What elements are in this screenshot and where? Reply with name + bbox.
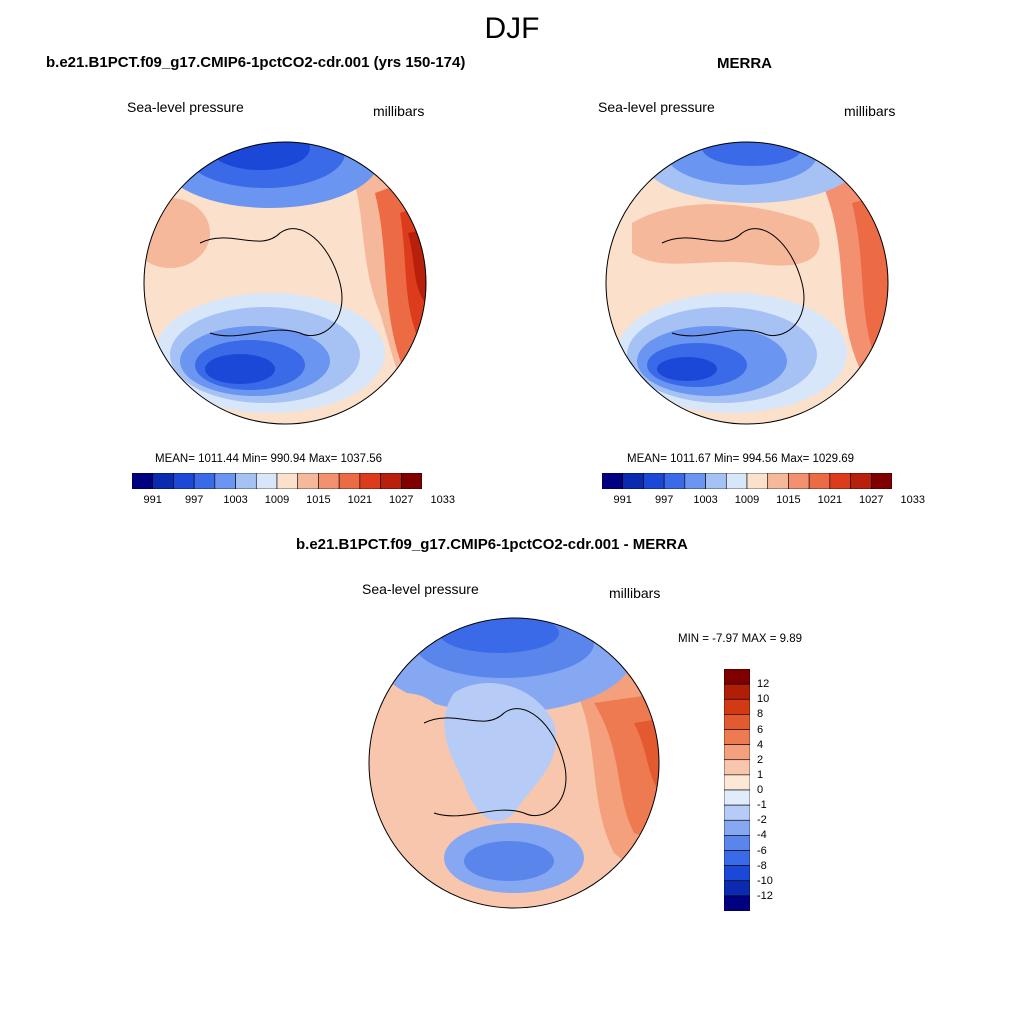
panel-2-stats: MEAN= 1011.67 Min= 994.56 Max= 1029.69 [627, 453, 855, 465]
colorbar-swatch [724, 895, 750, 911]
colorbar-swatch [276, 473, 299, 489]
colorbar-swatch [705, 473, 727, 489]
colorbar-tick-label: 1033 [430, 494, 455, 506]
panel-2-colorbar-ticks: 991 997 1003 1009 1015 1021 1027 1033 [602, 494, 925, 508]
panel-3-units: millibars [609, 585, 661, 601]
colorbar-swatch [724, 850, 750, 866]
colorbar-tick-label: 4 [757, 738, 764, 751]
colorbar-tick-label: 1015 [776, 494, 801, 506]
colorbar-swatch [643, 473, 665, 489]
colorbar-tick-label: 1021 [817, 494, 843, 506]
colorbar-swatch [724, 669, 750, 685]
colorbar-tick-label: 991 [143, 494, 162, 506]
colorbar-swatch [788, 473, 810, 489]
colorbar-swatch [663, 473, 686, 489]
colorbar-swatch [724, 804, 750, 821]
panel-2-title: MERRA [717, 55, 772, 72]
panel-1-units: millibars [373, 103, 425, 119]
colorbar-tick-label: 997 [184, 494, 204, 506]
colorbar-swatch [724, 698, 750, 715]
panel-2-units: millibars [844, 103, 896, 119]
colorbar-swatch [193, 473, 216, 489]
colorbar-swatch [297, 473, 319, 489]
panel-3-variable: Sea-level pressure [362, 581, 479, 597]
panel-1-polar-map [143, 141, 427, 425]
colorbar-swatch [724, 744, 750, 761]
colorbar-swatch [255, 473, 278, 489]
panel-1-title: b.e21.B1PCT.f09_g17.CMIP6-1pctCO2-cdr.00… [46, 54, 466, 71]
colorbar-tick-label: -4 [757, 829, 767, 842]
colorbar-swatch [359, 473, 381, 489]
colorbar-swatch [724, 759, 750, 776]
panel-1-colorbar-ticks: 991 997 1003 1009 1015 1021 1027 1033 [132, 494, 455, 508]
colorbar-tick-label: 12 [757, 678, 770, 691]
colorbar-swatch [400, 473, 422, 489]
colorbar-swatch [235, 473, 257, 489]
colorbar-tick-label: 997 [654, 494, 674, 506]
colorbar-swatch [746, 473, 769, 489]
colorbar-tick-label: 1033 [900, 494, 925, 506]
colorbar-tick-label: 6 [757, 723, 764, 736]
panel-1-colorbar [132, 473, 422, 489]
colorbar-swatch [725, 473, 748, 489]
colorbar-swatch [724, 865, 750, 882]
colorbar-swatch [724, 789, 750, 806]
colorbar-swatch [132, 473, 154, 489]
colorbar-swatch [318, 473, 340, 489]
colorbar-swatch [338, 473, 361, 489]
panel-3-stats: MIN = -7.97 MAX = 9.89 [678, 633, 803, 645]
panel-2-variable: Sea-level pressure [598, 99, 715, 115]
colorbar-tick-label: -8 [757, 859, 767, 872]
colorbar-tick-label: 0 [757, 784, 764, 796]
panel-1-stats: MEAN= 1011.44 Min= 990.94 Max= 1037.56 [155, 453, 383, 465]
panel-1-variable: Sea-level pressure [127, 99, 244, 115]
colorbar-tick-label: -12 [757, 889, 773, 902]
colorbar-tick-label: 1009 [734, 494, 760, 506]
colorbar-tick-label: 10 [757, 693, 770, 706]
colorbar-tick-label: 1027 [389, 494, 414, 506]
panel-3-polar-map [368, 617, 660, 909]
panel-2-colorbar [602, 473, 892, 489]
colorbar-swatch [850, 473, 872, 489]
colorbar-tick-label: 1003 [693, 494, 718, 506]
colorbar-tick-label: 1009 [264, 494, 290, 506]
colorbar-tick-label: -1 [757, 799, 767, 812]
colorbar-tick-label: -2 [757, 814, 767, 827]
colorbar-swatch [829, 473, 851, 489]
panel-3-title: b.e21.B1PCT.f09_g17.CMIP6-1pctCO2-cdr.00… [296, 536, 688, 553]
colorbar-tick-label: 1015 [306, 494, 331, 506]
colorbar-swatch [767, 473, 789, 489]
colorbar-tick-label: 1021 [347, 494, 373, 506]
colorbar-tick-label: 8 [757, 708, 764, 721]
colorbar-swatch [380, 473, 402, 489]
colorbar-swatch [602, 473, 624, 489]
colorbar-swatch [152, 473, 174, 489]
colorbar-swatch [724, 880, 750, 897]
colorbar-swatch [173, 473, 195, 489]
colorbar-swatch [214, 473, 236, 489]
colorbar-swatch [724, 835, 750, 851]
panel-2-polar-map [605, 141, 889, 425]
figure-title: DJF [484, 12, 540, 45]
colorbar-swatch [808, 473, 831, 489]
colorbar-swatch [724, 714, 750, 730]
colorbar-swatch [724, 774, 750, 791]
colorbar-tick-label: -10 [757, 874, 773, 887]
colorbar-tick-label: 1 [757, 768, 764, 781]
colorbar-swatch [724, 729, 750, 745]
colorbar-swatch [870, 473, 892, 489]
colorbar-swatch [684, 473, 706, 489]
colorbar-tick-label: 1003 [223, 494, 248, 506]
panel-3-colorbar [724, 669, 750, 911]
colorbar-swatch [622, 473, 644, 489]
colorbar-tick-label: 2 [757, 753, 764, 766]
panel-3-colorbar-labels: 12 10 8 6 4 2 1 0 -1 -2 -4 -6 -8 -10 -12 [757, 669, 797, 911]
colorbar-tick-label: -6 [757, 844, 767, 857]
colorbar-swatch [724, 683, 750, 700]
colorbar-tick-label: 1027 [859, 494, 884, 506]
colorbar-swatch [724, 819, 750, 836]
colorbar-tick-label: 991 [613, 494, 632, 506]
